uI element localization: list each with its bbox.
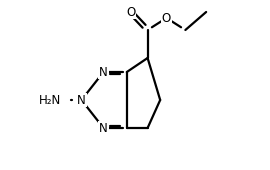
Text: O: O	[162, 12, 171, 24]
Text: N: N	[99, 65, 108, 79]
Text: N: N	[99, 122, 108, 134]
Text: H₂N: H₂N	[39, 94, 61, 106]
Text: O: O	[126, 5, 135, 19]
Text: N: N	[77, 94, 86, 106]
